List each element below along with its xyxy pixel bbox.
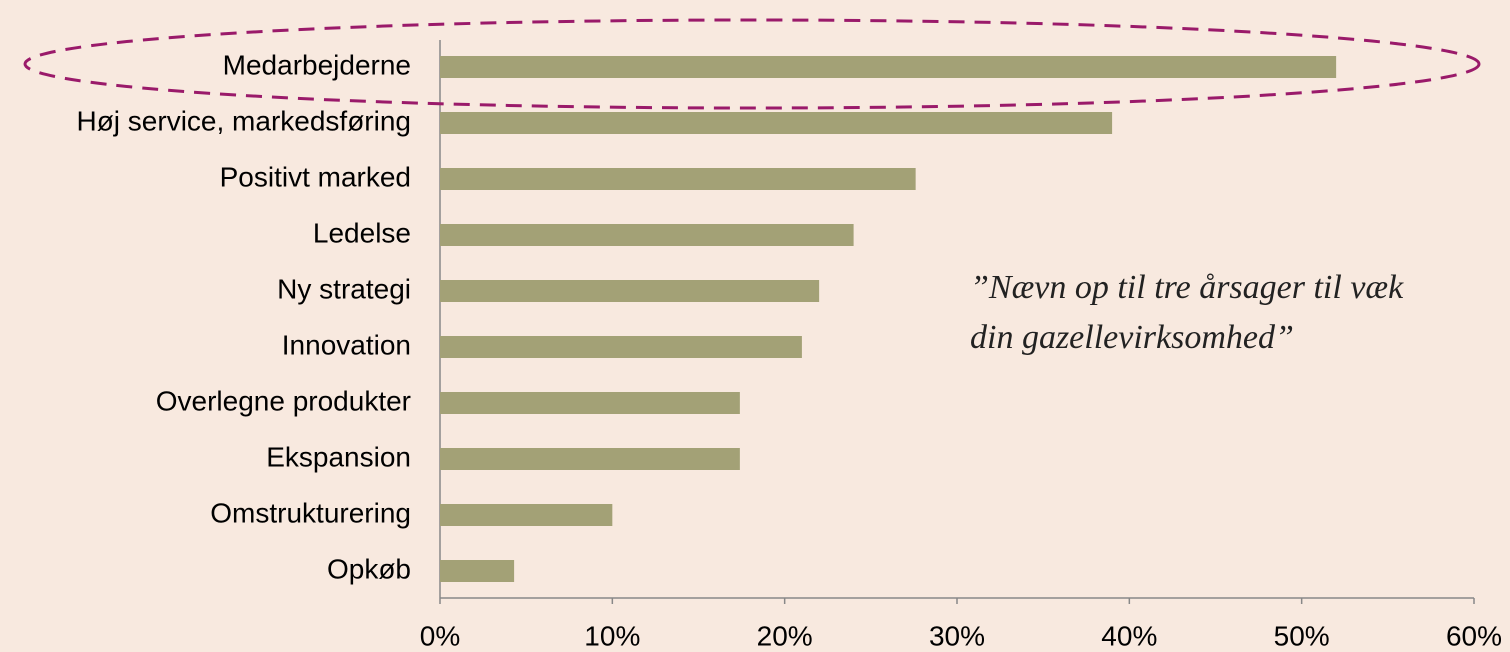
bar [440,392,740,414]
x-tick-label: 0% [420,620,460,651]
y-tick-label: Omstrukturering [210,497,411,528]
y-tick-label: Overlegne produkter [156,385,411,416]
y-tick-label: Høj service, markedsføring [76,105,411,136]
bar [440,448,740,470]
x-tick-label: 20% [757,620,813,651]
bar [440,112,1113,134]
y-tick-label: Opkøb [327,553,411,584]
bar [440,56,1337,78]
annotation: din gazellevirksomhed” [970,319,1294,356]
y-tick-label: Innovation [282,329,411,360]
bar [440,168,916,190]
x-tick-label: 50% [1274,620,1330,651]
highlight-ellipse [23,18,1481,110]
y-tick-label: Medarbejderne [223,49,411,80]
bar [440,224,854,246]
bar [440,504,613,526]
y-tick-label: Ekspansion [266,441,411,472]
bar [440,336,802,358]
x-tick-label: 10% [584,620,640,651]
bar [440,560,515,582]
bar [440,280,820,302]
annotation: ”Nævn op til tre årsager til væk [970,269,1404,306]
y-tick-label: Ny strategi [277,273,411,304]
x-tick-label: 40% [1101,620,1157,651]
y-tick-label: Positivt marked [220,161,411,192]
x-tick-label: 30% [929,620,985,651]
y-tick-label: Ledelse [313,217,411,248]
x-tick-label: 60% [1446,620,1502,651]
